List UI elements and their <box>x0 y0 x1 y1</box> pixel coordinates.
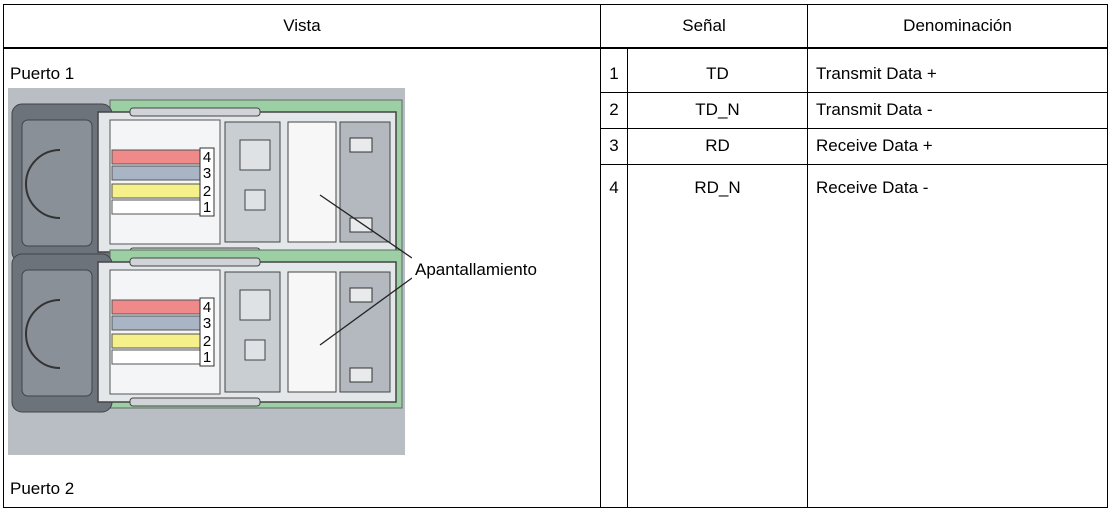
cell: 3 <box>600 127 628 165</box>
header-cell: Vista <box>3 4 601 49</box>
cell: RD_N <box>626 163 809 508</box>
page: Vista Señal Denominación Puerto 1 Puerto… <box>3 4 1109 508</box>
port-label: Puerto 2 <box>10 478 75 498</box>
cell: Receive Data - <box>807 163 1109 508</box>
header-cell: Señal <box>599 4 809 49</box>
cell: Transmit Data - <box>807 91 1109 129</box>
row: Puerto 1 Puerto 2 1 TD Transmit Data + <box>3 47 1109 508</box>
cell: RD <box>626 127 809 165</box>
cell: 2 <box>600 91 628 129</box>
header-cell: Denominación <box>807 4 1109 49</box>
row: 3 RD Receive Data + <box>4 127 1109 165</box>
cell: Receive Data + <box>807 127 1109 165</box>
header-row: Vista Señal Denominación <box>3 4 1109 49</box>
cell: 4 <box>600 163 628 508</box>
row: 2 TD_N Transmit Data - <box>4 91 1109 129</box>
view-cell: Puerto 1 Puerto 2 <box>3 47 601 508</box>
cell: TD_N <box>626 91 809 129</box>
row: 4 RD_N Receive Data - <box>4 163 1109 508</box>
cell: TD <box>626 47 809 93</box>
cell: 1 <box>600 47 628 93</box>
cell: Transmit Data + <box>807 47 1109 93</box>
pin-table: Vista Señal Denominación Puerto 1 Puerto… <box>3 4 1109 508</box>
port-label: Puerto 1 <box>10 64 75 83</box>
